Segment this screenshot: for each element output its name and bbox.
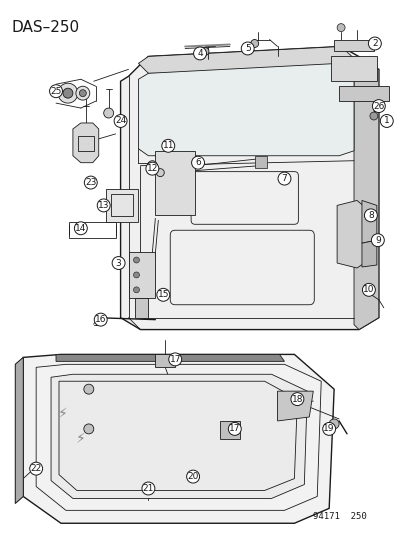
Text: 7: 7	[281, 174, 287, 183]
Polygon shape	[361, 200, 376, 243]
Polygon shape	[155, 151, 195, 215]
Circle shape	[161, 139, 174, 152]
Circle shape	[74, 222, 87, 235]
Circle shape	[368, 37, 380, 50]
Text: 3: 3	[116, 259, 121, 268]
Text: 18: 18	[291, 394, 302, 403]
Text: 5: 5	[244, 44, 250, 53]
Circle shape	[369, 112, 377, 120]
Text: 14: 14	[75, 224, 86, 233]
Circle shape	[30, 462, 43, 475]
Polygon shape	[330, 56, 376, 81]
Text: 17: 17	[169, 355, 180, 364]
Text: ⚡: ⚡	[58, 407, 68, 421]
Polygon shape	[135, 298, 148, 318]
Circle shape	[290, 393, 303, 406]
Circle shape	[191, 156, 204, 169]
Circle shape	[241, 42, 254, 55]
Circle shape	[83, 424, 93, 434]
Text: 10: 10	[362, 285, 374, 294]
Circle shape	[97, 199, 110, 212]
Polygon shape	[277, 391, 313, 421]
Text: 1: 1	[383, 117, 389, 125]
Circle shape	[328, 419, 338, 429]
Circle shape	[83, 384, 93, 394]
Circle shape	[112, 256, 125, 270]
Text: 24: 24	[115, 117, 126, 125]
Text: ⚡: ⚡	[76, 432, 85, 446]
Circle shape	[133, 272, 139, 278]
Circle shape	[157, 288, 169, 301]
Circle shape	[58, 83, 78, 103]
Polygon shape	[338, 86, 388, 101]
Circle shape	[169, 353, 181, 366]
Circle shape	[250, 39, 258, 47]
Text: 13: 13	[98, 201, 109, 210]
Polygon shape	[353, 59, 378, 329]
Circle shape	[133, 287, 139, 293]
Circle shape	[94, 313, 107, 326]
Circle shape	[363, 209, 376, 222]
FancyBboxPatch shape	[254, 156, 266, 168]
Circle shape	[50, 85, 62, 98]
Circle shape	[156, 168, 164, 176]
Text: 94171  250: 94171 250	[312, 512, 366, 521]
Circle shape	[201, 47, 209, 55]
Circle shape	[228, 423, 241, 435]
Circle shape	[361, 284, 375, 296]
Polygon shape	[15, 358, 23, 503]
Circle shape	[278, 172, 290, 185]
Text: 2: 2	[371, 39, 377, 48]
Polygon shape	[361, 240, 376, 267]
Text: 12: 12	[146, 164, 158, 173]
Polygon shape	[120, 46, 378, 329]
Circle shape	[79, 90, 86, 96]
Polygon shape	[56, 354, 284, 361]
Polygon shape	[128, 252, 155, 298]
Circle shape	[186, 470, 199, 483]
Text: 15: 15	[157, 290, 169, 300]
Circle shape	[147, 161, 157, 171]
Polygon shape	[73, 123, 98, 163]
Circle shape	[322, 423, 335, 435]
Text: 21: 21	[142, 484, 154, 493]
Polygon shape	[138, 63, 353, 156]
Circle shape	[114, 115, 127, 127]
Polygon shape	[155, 354, 175, 367]
Text: 20: 20	[187, 472, 198, 481]
Circle shape	[145, 162, 159, 175]
Text: 23: 23	[85, 178, 96, 187]
Text: 17: 17	[228, 424, 240, 433]
Text: 25: 25	[50, 87, 62, 96]
Polygon shape	[336, 200, 368, 268]
Text: 4: 4	[197, 49, 202, 58]
Circle shape	[336, 23, 344, 31]
Polygon shape	[333, 39, 373, 52]
Text: 11: 11	[162, 141, 173, 150]
Circle shape	[193, 47, 206, 60]
Text: DAS–250: DAS–250	[11, 20, 79, 35]
Circle shape	[103, 108, 113, 118]
Polygon shape	[105, 189, 138, 222]
Circle shape	[133, 257, 139, 263]
Text: 19: 19	[323, 424, 334, 433]
Polygon shape	[23, 354, 333, 523]
Circle shape	[142, 482, 154, 495]
Polygon shape	[219, 421, 239, 439]
Polygon shape	[51, 374, 306, 498]
Polygon shape	[138, 46, 353, 74]
Polygon shape	[15, 358, 23, 503]
Circle shape	[380, 115, 392, 127]
Text: 22: 22	[31, 464, 42, 473]
Text: 8: 8	[367, 211, 373, 220]
Circle shape	[76, 86, 90, 100]
Text: 16: 16	[95, 315, 106, 324]
Circle shape	[371, 100, 385, 112]
Circle shape	[84, 176, 97, 189]
Text: 6: 6	[195, 158, 200, 167]
Circle shape	[63, 88, 73, 98]
Text: 26: 26	[372, 102, 384, 110]
Circle shape	[370, 234, 383, 247]
Text: 9: 9	[374, 236, 380, 245]
